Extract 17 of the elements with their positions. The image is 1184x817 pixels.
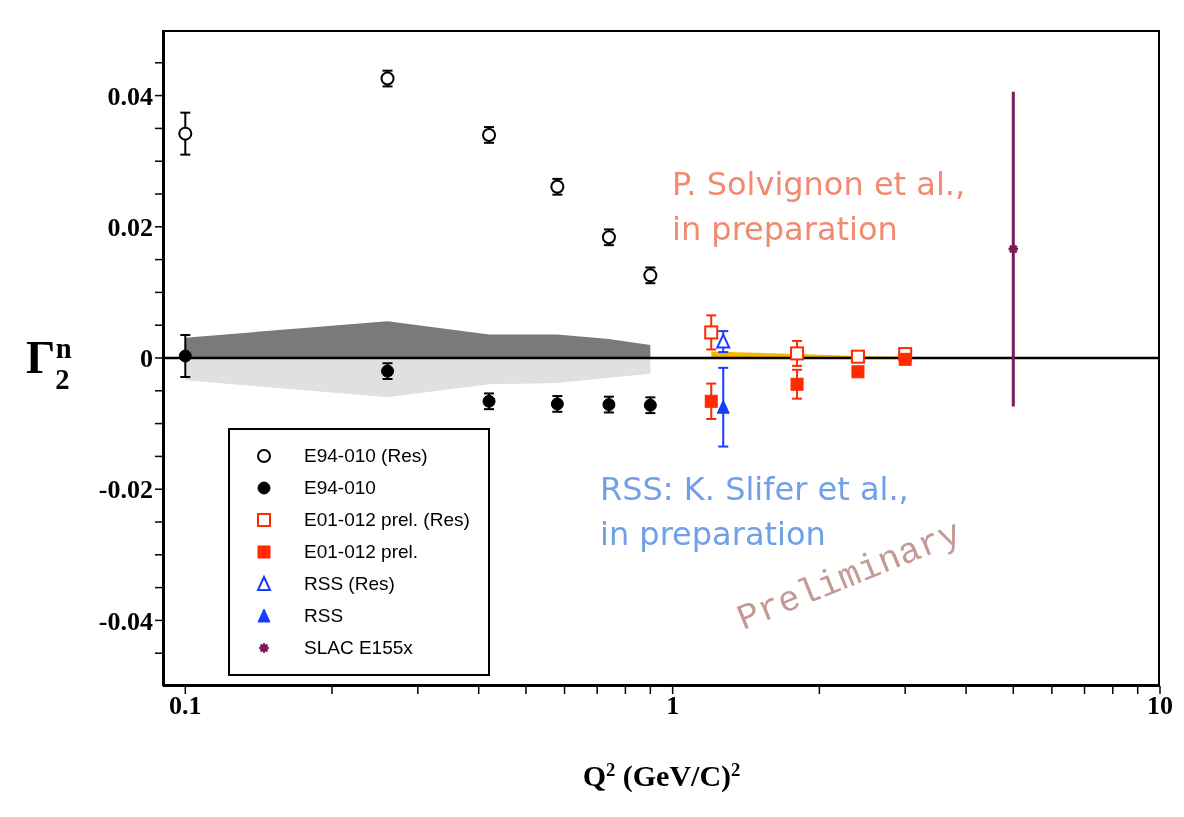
x-tick-label: 0.1 (169, 691, 202, 721)
annotation: P. Solvignon et al., in preparation (672, 165, 966, 248)
x-axis-title: Q$^{2}$ (GeV/C)$^{2}$ (582, 758, 741, 793)
legend-label: RSS (Res) (304, 573, 395, 595)
legend-label: RSS (304, 605, 344, 627)
legend-label: E01-012 prel. (304, 541, 419, 563)
x-tick-label: 1 (666, 691, 680, 721)
y-tick-label: 0 (140, 344, 153, 374)
y-tick-label: 0.04 (107, 81, 153, 111)
y-tick-label: 0.02 (107, 213, 153, 243)
legend-label: E94-010 (Res) (304, 445, 428, 467)
y-tick-label: -0.02 (98, 475, 153, 505)
legend-label: E94-010 (304, 477, 376, 499)
y-tick-label: -0.04 (98, 606, 153, 636)
x-tick-label: 10 (1147, 691, 1173, 721)
legend-label: E01-012 prel. (Res) (304, 509, 470, 531)
legend-label: SLAC E155x (304, 637, 413, 659)
